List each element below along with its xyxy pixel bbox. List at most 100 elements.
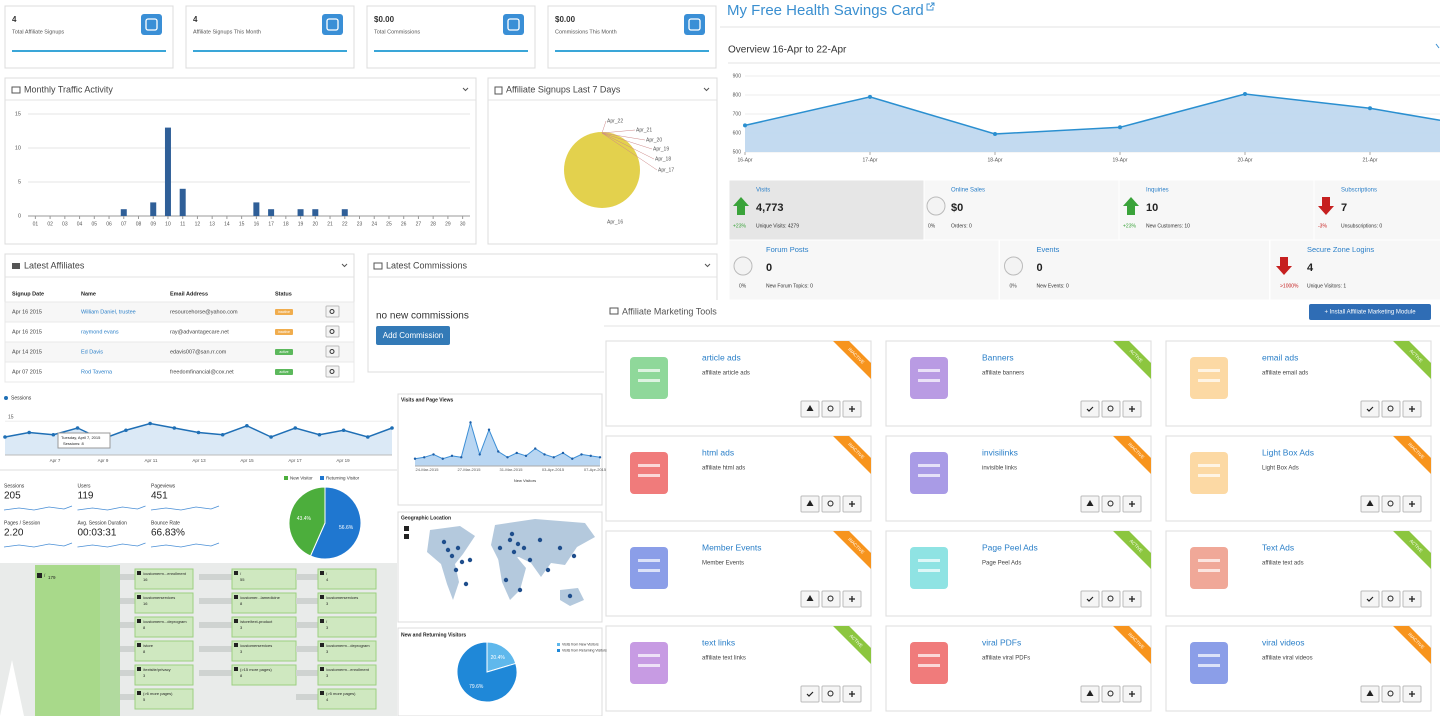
table-cell: Apr 16 2015 — [12, 309, 42, 315]
x-tick-label: 15 — [239, 221, 245, 227]
flow-node-label: /customerm...enrollment — [143, 571, 187, 576]
add-commission-button[interactable] — [376, 326, 450, 345]
tool-icon-detail — [918, 654, 940, 657]
x-tick-label: 12 — [195, 221, 201, 227]
tool-icon — [1190, 547, 1228, 589]
tool-icon — [910, 452, 948, 494]
table-cell: resourcehorse@yahoo.com — [170, 309, 238, 315]
tool-icon-detail — [1198, 464, 1220, 467]
stat-card — [547, 5, 717, 69]
stat-detail: Unsubscriptions: 0 — [1341, 223, 1382, 229]
tool-action-button[interactable] — [821, 495, 841, 513]
stat-label: Affiliate Signups This Month — [193, 29, 261, 35]
table-cell: edavis007@san.rr.com — [170, 349, 227, 355]
view-button[interactable] — [325, 305, 340, 318]
stat-cell — [728, 179, 925, 241]
legend-dot — [4, 396, 8, 400]
x-tick-label: 01 — [33, 221, 39, 227]
zoom-out-button[interactable] — [404, 534, 409, 539]
metric-label: Pages / Session — [4, 520, 40, 526]
stat-icon — [322, 14, 343, 35]
x-tick-label: Apr 19 — [336, 458, 350, 463]
flow-node — [134, 688, 194, 710]
tool-icon — [630, 642, 668, 684]
tooltip — [57, 432, 111, 449]
x-tick-label: 08 — [136, 221, 142, 227]
status-ribbon — [833, 341, 871, 379]
tool-action-button[interactable] — [1101, 400, 1121, 418]
tool-action-button[interactable] — [821, 590, 841, 608]
legend-label: Sessions — [11, 395, 32, 401]
point — [441, 457, 444, 460]
tool-action-button[interactable] — [1101, 685, 1121, 703]
stat-label: Commissions This Month — [555, 29, 617, 35]
tool-action-button[interactable] — [1080, 400, 1100, 418]
tool-action-button[interactable] — [1080, 590, 1100, 608]
x-tick-label: 14 — [224, 221, 230, 227]
x-tick-label: 28 — [430, 221, 436, 227]
view-button-glyph — [329, 369, 335, 374]
view-button[interactable] — [325, 325, 340, 338]
stat-icon — [684, 14, 705, 35]
pie-leader — [601, 132, 655, 160]
tool-action-button[interactable] — [1381, 685, 1401, 703]
external-link-icon[interactable] — [926, 2, 935, 11]
node-icon — [320, 571, 324, 575]
install-button[interactable] — [1309, 304, 1431, 320]
x-tick-label: 27-Mar-2015 — [458, 467, 482, 472]
tool-name-link: email ads — [1262, 352, 1298, 362]
point — [589, 454, 592, 458]
flow-node — [317, 640, 377, 662]
legend-label: Returning Visitor — [326, 476, 360, 481]
map-marker — [455, 545, 461, 551]
flow-node-label: / — [44, 573, 46, 578]
map-eurasia — [491, 519, 595, 577]
stat-label: Inquiries — [1146, 188, 1169, 194]
map-marker — [527, 557, 533, 563]
tool-icon — [630, 452, 668, 494]
panel-title: Affiliate Marketing Tools — [622, 306, 717, 316]
tool-action-button[interactable] — [1381, 590, 1401, 608]
tool-action-button[interactable] — [1101, 495, 1121, 513]
flow-node-value: 16 — [143, 601, 148, 606]
widget-title: Visits and Page Views — [401, 397, 454, 403]
flow-node — [134, 640, 194, 662]
tool-action-button[interactable] — [1101, 590, 1121, 608]
tool-action-button[interactable] — [1360, 400, 1380, 418]
zoom-in-button[interactable] — [404, 526, 409, 531]
metric-sparkline — [3, 505, 73, 511]
point — [1368, 106, 1372, 111]
tool-action-button[interactable] — [821, 685, 841, 703]
tool-name-link: viral PDFs — [982, 637, 1021, 647]
x-tick-label: 21 — [327, 221, 333, 227]
node-icon — [320, 595, 324, 599]
slice-label: 79.6% — [469, 684, 484, 690]
metric-sparkline — [150, 542, 220, 548]
x-tick-label: 18-Apr — [987, 157, 1002, 163]
flow-root-bar — [35, 565, 100, 716]
tool-action-button[interactable] — [1360, 590, 1380, 608]
tool-icon-detail — [1198, 369, 1220, 372]
tool-action-button[interactable] — [1381, 400, 1401, 418]
collapse-icon — [462, 87, 469, 92]
stat-value: 4 — [12, 15, 17, 24]
point — [552, 456, 555, 459]
flow-node-value: 4 — [326, 577, 329, 582]
x-tick-label: 02 — [47, 221, 53, 227]
flow-node-value: 8 — [143, 649, 146, 654]
view-button[interactable] — [325, 365, 340, 378]
tool-action-button[interactable] — [1381, 495, 1401, 513]
legend-label: New Visitor — [290, 476, 313, 481]
view-button[interactable] — [325, 345, 340, 358]
map-marker — [515, 541, 521, 547]
plus-glyph — [1409, 501, 1415, 507]
tool-icon-detail — [918, 464, 940, 467]
point — [3, 435, 7, 439]
pie-leader — [601, 129, 636, 134]
tool-action-button[interactable] — [800, 685, 820, 703]
flow-node-value: 3 — [326, 649, 329, 654]
tool-description: affiliate article ads — [702, 371, 750, 377]
tool-action-button[interactable] — [821, 400, 841, 418]
tool-description: Page Peel Ads — [982, 561, 1021, 567]
